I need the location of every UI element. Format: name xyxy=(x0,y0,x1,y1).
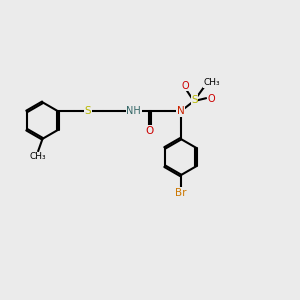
Text: N: N xyxy=(177,106,184,116)
Text: O: O xyxy=(146,126,154,136)
Text: NH: NH xyxy=(126,106,141,116)
Text: S: S xyxy=(85,106,91,116)
Text: Br: Br xyxy=(175,188,186,198)
Text: O: O xyxy=(182,80,189,91)
Text: O: O xyxy=(207,94,215,104)
Text: CH₃: CH₃ xyxy=(30,152,46,161)
Text: S: S xyxy=(191,95,198,105)
Text: CH₃: CH₃ xyxy=(203,78,220,87)
